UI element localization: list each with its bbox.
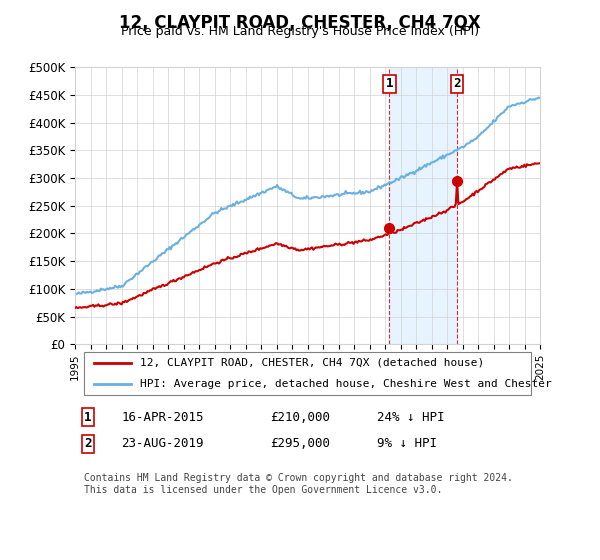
Text: 12, CLAYPIT ROAD, CHESTER, CH4 7QX: 12, CLAYPIT ROAD, CHESTER, CH4 7QX [119, 14, 481, 32]
Text: HPI: Average price, detached house, Cheshire West and Chester: HPI: Average price, detached house, Ches… [140, 379, 552, 389]
Text: 2: 2 [454, 77, 461, 90]
Text: 24% ↓ HPI: 24% ↓ HPI [377, 410, 445, 423]
Text: 23-AUG-2019: 23-AUG-2019 [121, 437, 204, 450]
Text: Contains HM Land Registry data © Crown copyright and database right 2024.
This d: Contains HM Land Registry data © Crown c… [84, 473, 513, 494]
Text: £210,000: £210,000 [270, 410, 330, 423]
Text: 2: 2 [84, 437, 92, 450]
FancyBboxPatch shape [84, 352, 531, 395]
Text: 16-APR-2015: 16-APR-2015 [121, 410, 204, 423]
Text: 12, CLAYPIT ROAD, CHESTER, CH4 7QX (detached house): 12, CLAYPIT ROAD, CHESTER, CH4 7QX (deta… [140, 358, 484, 368]
Text: £295,000: £295,000 [270, 437, 330, 450]
Text: 1: 1 [84, 410, 92, 423]
Text: 9% ↓ HPI: 9% ↓ HPI [377, 437, 437, 450]
Text: 1: 1 [386, 77, 393, 90]
Bar [389, 67, 457, 344]
Text: Price paid vs. HM Land Registry's House Price Index (HPI): Price paid vs. HM Land Registry's House … [121, 25, 479, 38]
